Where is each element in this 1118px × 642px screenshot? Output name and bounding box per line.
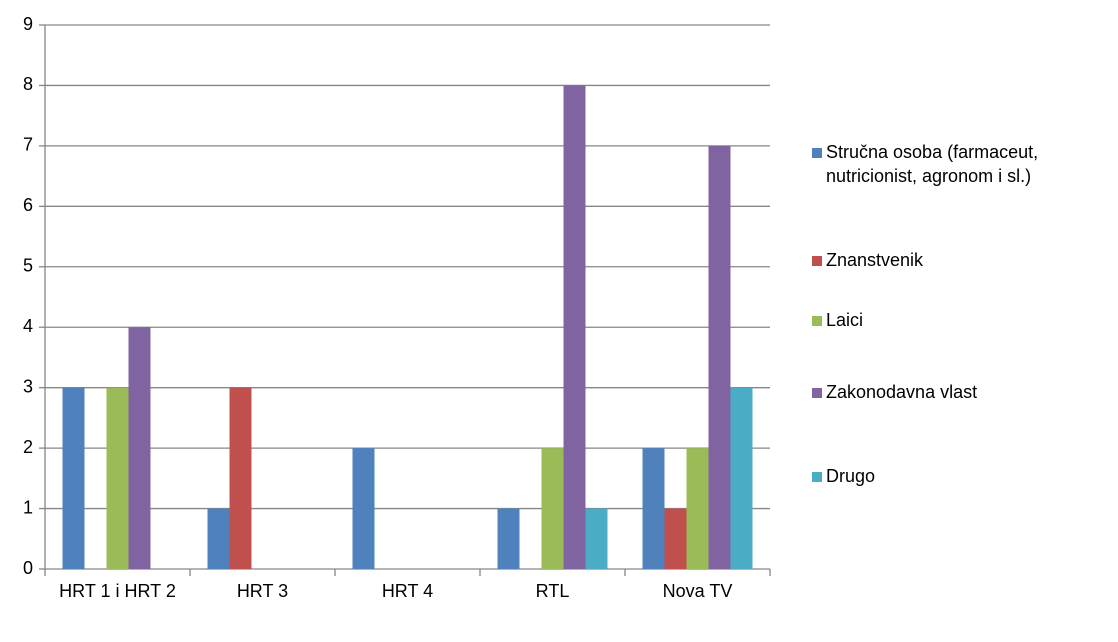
x-tick-label: RTL	[535, 581, 570, 601]
legend-label: Laici	[826, 310, 864, 330]
legend-swatch	[812, 472, 822, 482]
y-tick-label: 4	[23, 316, 33, 336]
legend-label: Znanstvenik	[826, 250, 924, 270]
x-tick-label: Nova TV	[662, 581, 733, 601]
bar	[708, 145, 731, 569]
legend-label: Zakonodavna vlast	[826, 382, 978, 402]
x-tick-label: HRT 3	[236, 581, 289, 601]
y-tick-label: 8	[23, 74, 33, 94]
legend-entry: Laici	[812, 308, 1112, 332]
bar	[229, 387, 252, 569]
bar	[128, 327, 151, 569]
legend-swatch	[812, 316, 822, 326]
bar	[207, 508, 230, 569]
bar	[352, 448, 375, 569]
bar	[563, 85, 586, 569]
legend-entry: Znanstvenik	[812, 248, 1112, 272]
x-tick-label: HRT 1 i HRT 2	[59, 581, 176, 601]
y-tick-label: 1	[23, 497, 33, 517]
legend-swatch	[812, 256, 822, 266]
y-tick-label: 3	[23, 376, 33, 396]
y-tick-label: 9	[23, 14, 33, 34]
bar	[497, 508, 520, 569]
bar	[106, 387, 129, 569]
legend-label: Stručna osoba (farmaceut, nutricionist, …	[826, 142, 1039, 186]
legend-entry: Zakonodavna vlast	[812, 380, 1112, 404]
legend-swatch	[812, 148, 822, 158]
bar	[541, 448, 564, 569]
legend-label: Drugo	[826, 466, 876, 486]
legend-entry: Stručna osoba (farmaceut, nutricionist, …	[812, 140, 1112, 188]
y-tick-label: 5	[23, 256, 33, 276]
bar	[664, 508, 687, 569]
bar	[585, 508, 608, 569]
y-tick-label: 6	[23, 195, 33, 215]
legend-swatch	[812, 388, 822, 398]
y-tick-label: 7	[23, 135, 33, 155]
y-tick-label: 2	[23, 437, 33, 457]
bar	[642, 448, 665, 569]
legend-entry: Drugo	[812, 464, 1112, 488]
bar	[686, 448, 709, 569]
bar	[730, 387, 753, 569]
y-tick-label: 0	[23, 558, 33, 578]
x-tick-label: HRT 4	[381, 581, 434, 601]
bar	[62, 387, 85, 569]
